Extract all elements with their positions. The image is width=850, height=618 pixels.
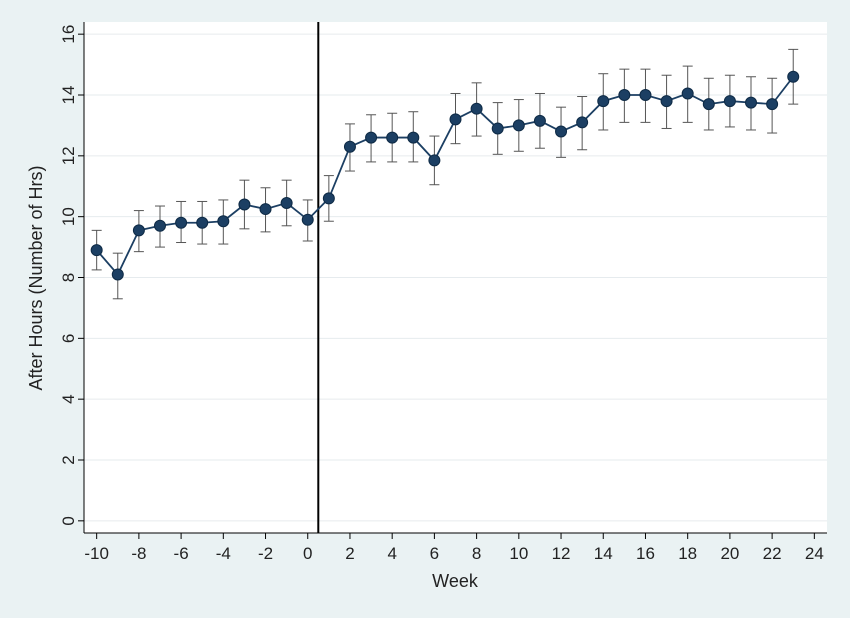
x-tick-label: 12 [552,544,571,563]
x-tick-label: 20 [720,544,739,563]
data-point [301,213,314,226]
y-tick-label: 16 [59,25,78,44]
x-tick-label: 2 [345,544,354,563]
x-axis-title: Week [432,571,479,591]
x-tick-label: 0 [303,544,312,563]
x-tick-label: -6 [174,544,189,563]
data-point [153,219,166,232]
y-tick-label: 0 [59,516,78,525]
x-tick-label: -2 [258,544,273,563]
data-point [132,224,145,237]
data-point [787,70,800,83]
data-point [259,203,272,216]
data-point [238,198,251,211]
data-point [576,116,589,129]
x-tick-label: 14 [594,544,613,563]
y-tick-label: 8 [59,273,78,282]
y-tick-label: 12 [59,146,78,165]
y-tick-label: 4 [59,394,78,403]
x-tick-label: 10 [509,544,528,563]
x-tick-label: 22 [763,544,782,563]
x-ticks: -10 -8 -6 -4 -2 0 2 4 6 8 10 12 14 16 18 20 22 24 [84,533,824,563]
y-tick-label: 2 [59,455,78,464]
x-tick-label: 16 [636,544,655,563]
data-point [449,113,462,126]
x-tick-label: 8 [472,544,481,563]
series-layer [95,76,794,277]
x-tick-label: -10 [84,544,109,563]
data-point [111,268,124,281]
x-tick-label: 18 [678,544,697,563]
x-tick-label: -4 [216,544,231,563]
x-tick-label: 24 [805,544,824,563]
data-point [618,89,631,101]
data-point [702,98,715,111]
y-tick-label: 10 [59,207,78,226]
data-point [365,131,378,144]
data-point [491,122,504,135]
data-point [322,192,335,205]
data-point [766,98,779,111]
data-point [90,244,103,257]
gridlines [84,33,827,522]
data-point [175,216,188,229]
data-point [533,114,546,127]
data-point [745,96,758,109]
data-point [196,216,209,229]
data-point [407,131,420,144]
data-point [280,196,293,209]
y-tick-label: 14 [59,86,78,105]
data-point [217,215,230,228]
data-point [428,154,441,167]
data-point [555,125,568,138]
y-axis-title: After Hours (Number of Hrs) [26,165,46,390]
data-point [597,95,610,108]
y-tick-label: 6 [59,334,78,343]
data-point [386,131,399,144]
data-point [470,102,483,115]
series-line [95,76,794,277]
x-tick-label: -8 [131,544,146,563]
x-tick-label: 4 [387,544,396,563]
data-point [343,140,356,153]
data-point [681,87,694,100]
data-point [723,95,736,108]
data-points [90,70,800,281]
data-point [660,95,673,108]
data-point [512,119,525,132]
y-ticks: 0 2 4 6 8 10 12 14 16 [59,25,84,526]
data-point [639,89,652,101]
x-tick-label: 6 [430,544,439,563]
